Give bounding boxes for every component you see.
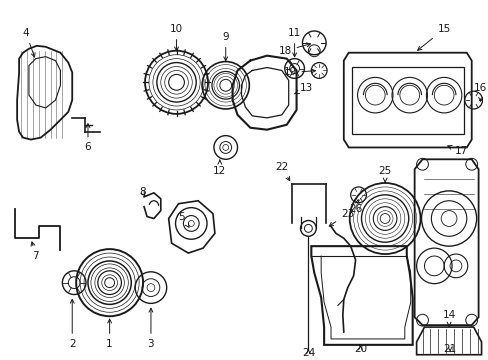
Text: 16: 16 xyxy=(473,83,486,101)
Text: 20: 20 xyxy=(353,344,366,354)
Text: 22: 22 xyxy=(275,162,289,181)
Text: 14: 14 xyxy=(442,310,455,326)
Text: 1: 1 xyxy=(106,319,113,349)
Text: 8: 8 xyxy=(139,187,145,197)
Text: 23: 23 xyxy=(328,208,353,226)
Text: 5: 5 xyxy=(178,212,189,227)
Text: 7: 7 xyxy=(31,242,39,261)
Text: 2: 2 xyxy=(69,300,75,349)
Text: 6: 6 xyxy=(84,124,91,152)
Text: 10: 10 xyxy=(170,24,183,51)
Text: 15: 15 xyxy=(417,24,450,50)
Text: 18: 18 xyxy=(278,43,310,56)
Text: 17: 17 xyxy=(447,145,468,156)
Text: 21: 21 xyxy=(443,344,456,354)
Text: 4: 4 xyxy=(22,28,35,57)
Text: 26: 26 xyxy=(348,200,362,213)
Text: 11: 11 xyxy=(287,28,301,57)
Text: 25: 25 xyxy=(378,166,391,182)
Text: 9: 9 xyxy=(222,32,228,61)
Text: 19: 19 xyxy=(283,67,315,77)
Text: 24: 24 xyxy=(301,348,314,358)
Text: 13: 13 xyxy=(294,83,312,94)
Text: 3: 3 xyxy=(147,308,154,349)
Text: 12: 12 xyxy=(213,160,226,176)
